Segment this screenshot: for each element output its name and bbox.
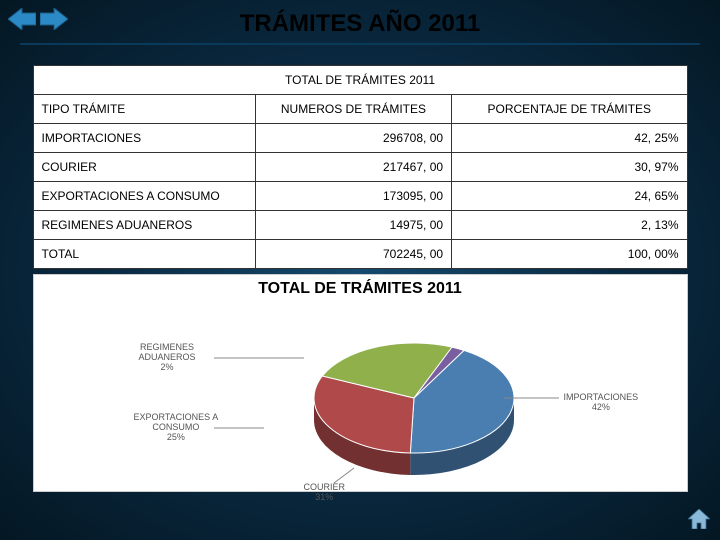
chart-legend-label: COURIER31%: [304, 483, 346, 503]
cell-num: 702245, 00: [255, 240, 451, 269]
pie-chart-area: TOTAL DE TRÁMITES 2011 IMPORTACIONES42%C…: [33, 274, 688, 492]
cell-num: 173095, 00: [255, 182, 451, 211]
chart-title: TOTAL DE TRÁMITES 2011: [34, 275, 687, 298]
cell-pct: 2, 13%: [452, 211, 687, 240]
cell-pct: 42, 25%: [452, 124, 687, 153]
chart-body: IMPORTACIONES42%COURIER31%EXPORTACIONES …: [34, 298, 687, 483]
cell-num: 296708, 00: [255, 124, 451, 153]
arrow-left-icon[interactable]: [8, 8, 36, 35]
cell-tipo: IMPORTACIONES: [33, 124, 255, 153]
tramites-table: TOTAL DE TRÁMITES 2011 TIPO TRÁMITE NUME…: [33, 65, 688, 269]
col-header-num: NUMEROS DE TRÁMITES: [255, 95, 451, 124]
nav-arrows: [8, 8, 68, 35]
page-title: TRÁMITES AÑO 2011: [0, 0, 720, 43]
table-row: TOTAL702245, 00100, 00%: [33, 240, 687, 269]
arrow-right-icon[interactable]: [40, 8, 68, 35]
chart-legend-label: REGIMENESADUANEROS2%: [139, 343, 196, 373]
cell-tipo: TOTAL: [33, 240, 255, 269]
cell-tipo: EXPORTACIONES A CONSUMO: [33, 182, 255, 211]
cell-pct: 30, 97%: [452, 153, 687, 182]
cell-tipo: COURIER: [33, 153, 255, 182]
col-header-pct: PORCENTAJE DE TRÁMITES: [452, 95, 687, 124]
home-icon[interactable]: [688, 509, 710, 534]
title-underline: [20, 43, 700, 45]
chart-legend-label: IMPORTACIONES42%: [564, 393, 639, 413]
table-body: IMPORTACIONES296708, 0042, 25%COURIER217…: [33, 124, 687, 269]
cell-tipo: REGIMENES ADUANEROS: [33, 211, 255, 240]
table-row: EXPORTACIONES A CONSUMO173095, 0024, 65%: [33, 182, 687, 211]
chart-legend-label: EXPORTACIONES ACONSUMO25%: [134, 413, 219, 443]
cell-pct: 100, 00%: [452, 240, 687, 269]
cell-pct: 24, 65%: [452, 182, 687, 211]
col-header-tipo: TIPO TRÁMITE: [33, 95, 255, 124]
table-row: IMPORTACIONES296708, 0042, 25%: [33, 124, 687, 153]
cell-num: 14975, 00: [255, 211, 451, 240]
table-row: REGIMENES ADUANEROS14975, 002, 13%: [33, 211, 687, 240]
cell-num: 217467, 00: [255, 153, 451, 182]
table-row: COURIER217467, 0030, 97%: [33, 153, 687, 182]
table-header-title: TOTAL DE TRÁMITES 2011: [33, 66, 687, 95]
